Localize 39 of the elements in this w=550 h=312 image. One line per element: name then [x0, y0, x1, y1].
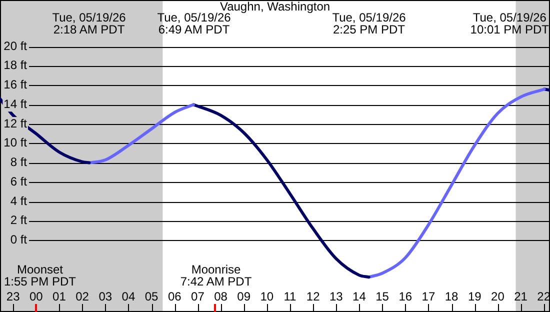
- x-tick-label: 10: [260, 289, 274, 304]
- x-tick-label: 13: [329, 289, 344, 304]
- y-tick-label: 14 ft: [4, 96, 28, 111]
- x-tick-label: 11: [284, 289, 297, 304]
- x-tick-label: 15: [376, 289, 390, 304]
- y-tick-label: 4 ft: [10, 194, 28, 208]
- x-tick-label: 20: [491, 289, 505, 304]
- x-tick-label: 17: [422, 289, 436, 304]
- x-tick-label: 23: [6, 289, 20, 304]
- annotation: Moonset 1:55 PM PDT: [4, 262, 77, 288]
- x-tick-label: 08: [214, 289, 228, 304]
- x-tick-label: 05: [144, 289, 159, 304]
- y-tick-label: 12 ft: [4, 116, 28, 130]
- y-tick-label: 2 ft: [10, 213, 28, 228]
- x-tick-label: 21: [514, 289, 528, 304]
- y-tick-label: 0 ft: [10, 232, 28, 247]
- x-tick-label: 03: [98, 289, 112, 304]
- x-tick-label: 09: [237, 289, 251, 304]
- y-tick-label: 10 ft: [4, 136, 28, 150]
- x-tick-label: 00: [29, 289, 44, 304]
- x-tick-label: 02: [76, 289, 90, 304]
- y-tick-label: 16 ft: [4, 78, 28, 92]
- y-tick-label: 18 ft: [4, 58, 28, 72]
- annotation: Moonrise 7:42 AM PDT: [180, 262, 252, 288]
- y-tick-label: 6 ft: [10, 174, 28, 188]
- y-tick-label: 8 ft: [10, 155, 28, 170]
- annotation: Tue, 05/19/26 2:18 AM PDT: [52, 10, 126, 36]
- annotation: Tue, 05/19/26 10:01 PM PDT: [470, 10, 550, 36]
- x-tick-label: 01: [52, 289, 66, 304]
- x-tick-label: 18: [444, 289, 459, 304]
- x-tick-label: 06: [168, 289, 182, 304]
- x-tick-label: 12: [306, 289, 320, 304]
- x-tick-label: 14: [352, 289, 366, 304]
- x-tick-label: 07: [191, 289, 205, 304]
- x-tick-label: 16: [398, 289, 412, 304]
- x-tick-label: 04: [122, 289, 136, 304]
- annotation: Tue, 05/19/26 2:25 PM PDT: [332, 10, 406, 36]
- y-tick-label: 20 ft: [4, 38, 28, 53]
- x-tick-label: 19: [468, 289, 482, 304]
